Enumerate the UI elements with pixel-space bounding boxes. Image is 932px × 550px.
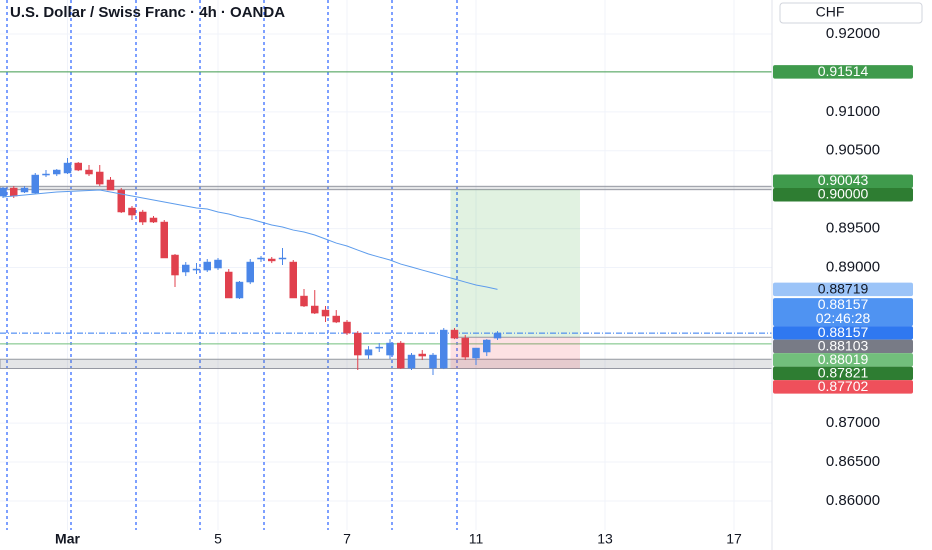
y-tick-label: 0.86000 bbox=[826, 492, 880, 509]
candle-body bbox=[192, 268, 201, 271]
candle-body bbox=[300, 295, 308, 307]
x-tick-label: 17 bbox=[726, 531, 742, 547]
candle-body bbox=[139, 211, 147, 223]
candle-body bbox=[0, 187, 7, 197]
y-tick-label: 0.91000 bbox=[826, 103, 880, 120]
candle-body bbox=[418, 353, 426, 357]
candle-body bbox=[493, 332, 502, 339]
price-label-box bbox=[773, 326, 913, 340]
marks bbox=[0, 157, 502, 376]
candle-body bbox=[354, 332, 362, 356]
candle-body bbox=[214, 259, 222, 269]
currency-box[interactable] bbox=[779, 2, 923, 24]
candle-body bbox=[278, 257, 287, 260]
price-label-box bbox=[773, 353, 913, 367]
candle-body bbox=[268, 258, 276, 262]
price-label: 0.87821 bbox=[818, 364, 869, 380]
candle-body bbox=[203, 261, 211, 271]
axis: 0.92000 0.91000 0.90500 0.89500 0.89000 0.870… bbox=[55, 25, 913, 547]
candle-body bbox=[246, 261, 254, 283]
candle-body bbox=[149, 217, 158, 223]
candle-body bbox=[450, 329, 459, 339]
price-label: 0.88019 bbox=[818, 351, 869, 367]
price-label-box bbox=[773, 380, 913, 394]
candle-body bbox=[343, 321, 351, 334]
y-tick-label: 0.90500 bbox=[826, 142, 880, 159]
price-axis bbox=[772, 0, 932, 550]
candle-body bbox=[407, 354, 416, 369]
candle-body bbox=[440, 329, 448, 369]
candle-body bbox=[321, 309, 330, 317]
price-label-box bbox=[773, 174, 913, 188]
price-label-box bbox=[773, 282, 913, 297]
price-label: 0.88719 bbox=[818, 280, 869, 296]
price-label-box bbox=[773, 187, 913, 202]
candle-body bbox=[483, 339, 491, 353]
candle-body bbox=[53, 169, 61, 175]
price-label: 0.90000 bbox=[818, 186, 869, 202]
x-tick-label: 5 bbox=[214, 531, 222, 547]
x-tick-label: 11 bbox=[469, 531, 484, 547]
price-label: 0.90043 bbox=[818, 172, 869, 188]
position-stop bbox=[450, 337, 580, 369]
countdown: 02:46:28 bbox=[816, 310, 871, 326]
candle-body bbox=[171, 254, 179, 276]
price-label: 0.88157 bbox=[818, 296, 869, 312]
candle-body bbox=[235, 281, 244, 299]
price-label-box bbox=[773, 339, 913, 354]
candle-body bbox=[74, 162, 82, 171]
moving-average bbox=[2, 189, 498, 290]
price-label: 0.88103 bbox=[818, 337, 869, 353]
candle-body bbox=[85, 169, 93, 175]
price-label: 0.91514 bbox=[818, 63, 869, 79]
candle-body bbox=[106, 179, 115, 191]
y-tick-label: 0.92000 bbox=[826, 25, 880, 42]
position-target bbox=[450, 189, 580, 338]
candle-body bbox=[397, 342, 405, 369]
candle-body bbox=[20, 187, 29, 193]
x-tick-label: Mar bbox=[55, 531, 80, 547]
candle-body bbox=[42, 173, 50, 176]
chart-title: U.S. Dollar / Swiss Franc · 4h · OANDA bbox=[10, 4, 285, 21]
candle-body bbox=[289, 261, 297, 299]
candle-body bbox=[63, 162, 72, 174]
price-label-box bbox=[773, 65, 913, 79]
candle-body bbox=[375, 346, 383, 349]
candle-body bbox=[117, 189, 125, 213]
candle-body bbox=[257, 257, 265, 260]
candle-body bbox=[160, 221, 168, 259]
candle-body bbox=[461, 337, 469, 358]
price-label-box bbox=[773, 366, 913, 381]
x-tick-label: 7 bbox=[343, 531, 351, 547]
x-tick-label: 13 bbox=[597, 531, 613, 547]
candle-body bbox=[472, 347, 480, 359]
candle-body bbox=[311, 305, 319, 314]
candle-body bbox=[128, 207, 136, 216]
candle-body bbox=[332, 315, 340, 323]
candle-body bbox=[96, 171, 104, 185]
candle-body bbox=[31, 174, 39, 194]
price-label: 0.87702 bbox=[818, 378, 869, 394]
y-tick-label: 0.89000 bbox=[826, 258, 880, 275]
y-tick-label: 0.87000 bbox=[826, 414, 880, 431]
currency: CHF bbox=[816, 4, 845, 20]
y-tick-label: 0.86500 bbox=[826, 453, 880, 470]
candle-body bbox=[10, 187, 18, 197]
y-tick-label: 0.89500 bbox=[826, 220, 880, 237]
candle-body bbox=[225, 271, 233, 299]
price-label-box bbox=[773, 298, 913, 327]
candle-body bbox=[386, 342, 394, 356]
candle-body bbox=[364, 349, 373, 356]
candle-body bbox=[182, 264, 190, 273]
price-label: 0.88157 bbox=[818, 324, 869, 340]
level-zone bbox=[0, 358, 773, 370]
level-zone bbox=[0, 185, 773, 191]
drawings bbox=[0, 0, 773, 530]
candle-body bbox=[429, 354, 437, 369]
